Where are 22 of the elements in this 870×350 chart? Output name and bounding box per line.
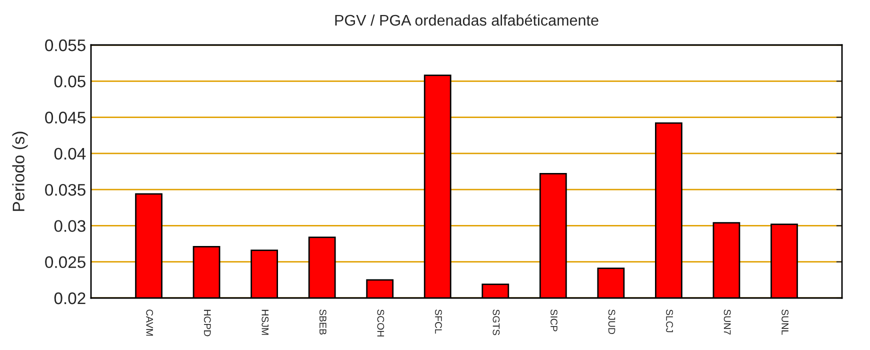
x-tick-label: SLCJ xyxy=(666,310,673,332)
x-tick-label: SGTS xyxy=(492,310,500,336)
y-tick-label: 0.02 xyxy=(54,292,86,304)
y-tick-label: 0.04 xyxy=(54,148,86,160)
y-tick-label: 0.035 xyxy=(45,184,86,196)
y-tick-label: 0.025 xyxy=(45,256,86,268)
y-tick-label: 0.03 xyxy=(54,220,86,232)
x-tick-label: SUN7 xyxy=(724,310,731,335)
x-tick-label: SUNL xyxy=(782,310,789,335)
y-tick-label: 0.055 xyxy=(45,39,86,52)
x-tick-label: SJUD xyxy=(608,310,616,334)
x-tick-label: SBEB xyxy=(319,310,326,335)
x-tick-label: CAVM xyxy=(146,310,154,336)
x-tick-label: HCPD xyxy=(204,310,211,336)
y-tick-label: 0.045 xyxy=(45,112,86,124)
x-tick-label: HSJM xyxy=(262,310,269,335)
x-tick-label: SCOH xyxy=(377,310,384,336)
y-tick-label: 0.05 xyxy=(54,76,86,88)
chart-title: PGV / PGA ordenadas alfabéticamente xyxy=(335,14,598,26)
x-tick-label: SICP xyxy=(550,310,558,332)
x-tick-label: SFCL xyxy=(435,310,442,334)
y-axis-title: Periodo (s) xyxy=(12,132,28,211)
